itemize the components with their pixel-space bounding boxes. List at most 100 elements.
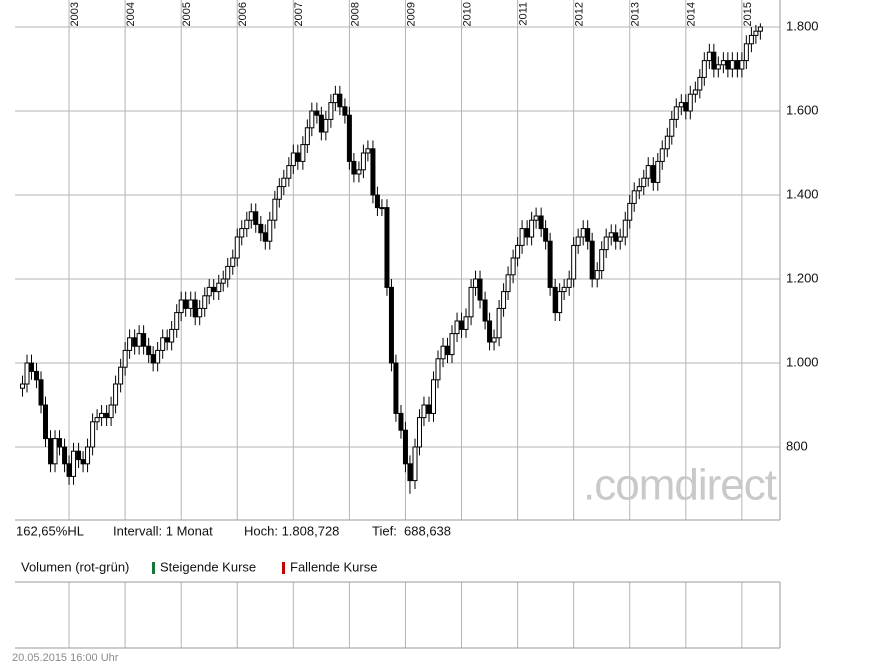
- candle-body: [430, 379, 436, 414]
- watermark: .comdirect: [583, 461, 777, 510]
- x-tick-label: 2009: [405, 2, 417, 26]
- candle-body: [655, 160, 661, 183]
- candle-body: [374, 194, 380, 209]
- candle-body: [267, 219, 273, 242]
- candle-body: [435, 358, 441, 381]
- x-tick-label: 2006: [237, 2, 249, 26]
- candle-body: [650, 165, 656, 183]
- candle-body: [197, 307, 203, 318]
- candle-body: [515, 244, 521, 259]
- candle-body: [314, 110, 320, 116]
- candle-body: [216, 282, 222, 293]
- candle-body: [477, 278, 483, 301]
- candle-body: [80, 459, 86, 465]
- candle-body: [701, 60, 707, 78]
- candle-body: [463, 316, 469, 330]
- candle-body: [459, 320, 465, 330]
- candle-body: [725, 60, 731, 70]
- candle-body: [360, 152, 366, 171]
- candle-body: [202, 295, 208, 309]
- x-tick-label: 2014: [686, 2, 698, 26]
- candle-body: [571, 244, 577, 280]
- x-tick-label: 2011: [518, 2, 530, 26]
- candle-body: [449, 333, 455, 356]
- candle-body: [715, 64, 721, 70]
- candle-body: [636, 186, 642, 192]
- y-tick-label: 1.200: [786, 270, 819, 285]
- candle-body: [491, 337, 497, 343]
- candle-body: [318, 114, 324, 133]
- x-tick-label: 2013: [630, 2, 642, 26]
- candle-body: [141, 333, 147, 347]
- candle-body: [388, 286, 394, 364]
- candle-body: [150, 354, 156, 364]
- candle-body: [225, 265, 231, 280]
- y-tick-label: 1.800: [786, 18, 819, 33]
- candle-body: [711, 51, 717, 70]
- x-tick-label: 2005: [181, 2, 193, 26]
- candle-body: [402, 429, 408, 465]
- candle-body: [174, 312, 180, 330]
- candle-body: [234, 236, 240, 259]
- candle-body: [748, 34, 754, 45]
- candle-body: [603, 236, 609, 251]
- candle-body: [757, 26, 763, 32]
- volume-title: Volumen (rot-grün): [21, 559, 129, 574]
- candle-body: [104, 412, 110, 419]
- y-tick-label: 1.400: [786, 186, 819, 201]
- x-tick-label: 2012: [574, 2, 586, 26]
- x-tick-label: 2007: [293, 2, 305, 26]
- candle-body: [295, 152, 301, 162]
- volume-legend: Steigende Kurse Fallende Kurse: [152, 559, 377, 574]
- candle-body: [132, 337, 138, 347]
- legend-swatch: [152, 562, 155, 574]
- candle-body: [552, 286, 558, 314]
- candle-body: [678, 102, 684, 108]
- candle-body: [739, 60, 745, 70]
- candle-body: [594, 270, 600, 280]
- y-tick-label: 800: [786, 438, 808, 453]
- candle-body: [645, 165, 651, 179]
- candle-body: [519, 228, 525, 246]
- candle-body: [76, 450, 82, 461]
- candle-body: [281, 177, 287, 188]
- candle-body: [706, 51, 712, 62]
- candle-body: [543, 228, 549, 242]
- candle-body: [178, 299, 184, 314]
- candle-body: [379, 207, 385, 210]
- candle-body: [384, 207, 390, 288]
- candle-body: [412, 446, 418, 482]
- candle-body: [337, 93, 343, 108]
- candle-body: [48, 438, 54, 465]
- legend-label: Fallende Kurse: [290, 559, 377, 574]
- candle-body: [631, 190, 637, 204]
- candle-body: [113, 383, 119, 406]
- candle-body: [692, 89, 698, 95]
- candle-body: [407, 463, 413, 482]
- candle-body: [62, 446, 68, 465]
- candle-body: [743, 43, 749, 62]
- candle-body: [673, 106, 679, 120]
- candle-body: [351, 160, 357, 175]
- stat-low: Tief: 688,638: [372, 523, 451, 538]
- candle-body: [57, 438, 63, 448]
- candle-body: [454, 320, 460, 335]
- candle-body: [24, 362, 30, 385]
- candle-body: [365, 148, 371, 154]
- candle-body: [258, 223, 264, 234]
- candle-body: [220, 278, 226, 284]
- x-tick-label: 2015: [742, 2, 754, 26]
- candle-body: [304, 127, 310, 146]
- candle-body: [118, 366, 124, 385]
- candle-body: [230, 257, 236, 267]
- stat-high: Hoch: 1.808,728: [244, 523, 339, 538]
- candle-body: [659, 148, 665, 162]
- candle-body: [248, 211, 254, 221]
- candle-body: [127, 337, 133, 351]
- candle-body: [239, 228, 245, 238]
- candle-body: [90, 421, 96, 448]
- candle-body: [687, 93, 693, 112]
- x-tick-label: 2008: [349, 2, 361, 26]
- candle-body: [188, 299, 194, 309]
- candle-body: [309, 110, 315, 129]
